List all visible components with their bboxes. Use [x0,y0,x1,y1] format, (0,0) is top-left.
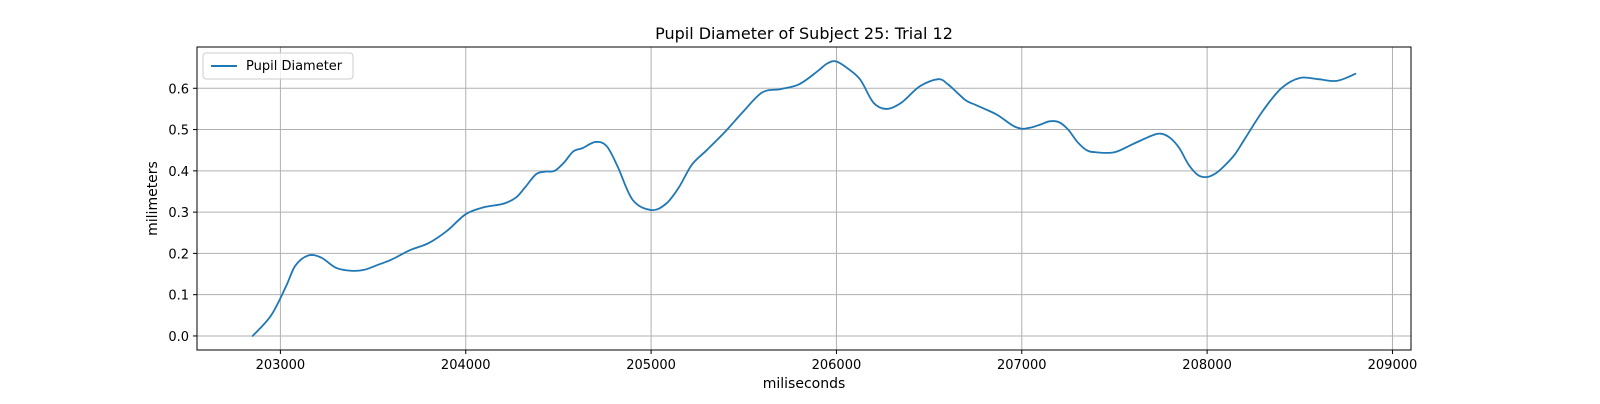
y-tick-label: 0.2 [168,247,189,262]
y-tick-label: 0.0 [168,330,189,345]
legend-label-pupil-diameter: Pupil Diameter [246,59,343,74]
y-tick-label: 0.3 [168,206,189,221]
series-line-pupil-diameter [251,60,1357,337]
grid-layer [197,47,1411,350]
y-tick-label: 0.4 [168,165,189,180]
x-tick-label: 206000 [812,358,862,373]
chart-title: Pupil Diameter of Subject 25: Trial 12 [655,24,953,43]
legend-box [202,52,354,80]
y-axis-label: milimeters [145,161,161,236]
x-tick-label: 208000 [1182,358,1232,373]
x-tick-label: 203000 [256,358,306,373]
y-tick-label: 0.1 [168,289,189,304]
x-tick-label: 209000 [1368,358,1418,373]
x-tick-label: 207000 [997,358,1047,373]
y-tick-label: 0.6 [168,82,189,97]
x-tick-label: 205000 [626,358,676,373]
x-axis-label: miliseconds [763,376,846,392]
series-layer [251,60,1357,337]
legend: Pupil Diameter [202,52,354,80]
y-tick-label: 0.5 [168,124,189,139]
tick-layer: 203000 204000 205000 206000 207000 208000 2090… [168,82,1417,373]
plot-frame [196,46,1412,351]
x-tick-label: 204000 [441,358,491,373]
